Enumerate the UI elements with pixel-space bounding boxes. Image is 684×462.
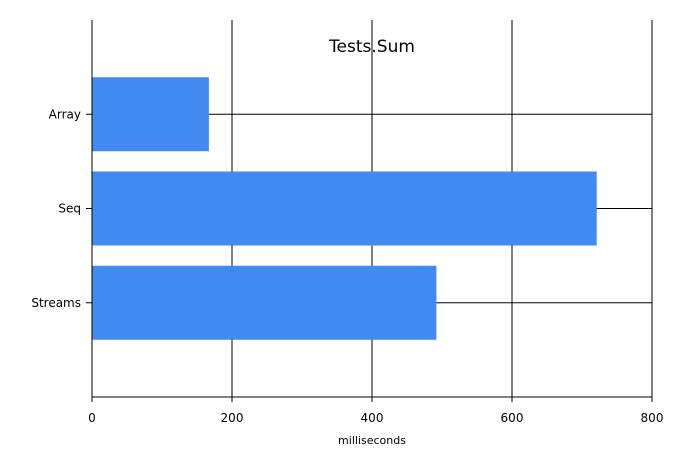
bar-streams [92, 265, 437, 340]
x-tick-label: 200 [221, 411, 244, 425]
category-labels: Array Seq Streams [31, 107, 81, 310]
x-tick-label: 800 [641, 411, 664, 425]
category-label-streams: Streams [31, 296, 81, 310]
bar-seq [92, 171, 597, 246]
bars [92, 77, 597, 340]
chart-title: Tests.Sum [328, 37, 415, 57]
x-tick-labels: 0 200 400 600 800 [88, 411, 663, 425]
x-tick-label: 600 [501, 411, 524, 425]
x-tick-label: 0 [88, 411, 96, 425]
axes [91, 20, 653, 402]
x-axis-label: milliseconds [338, 434, 406, 447]
x-tick-label: 400 [361, 411, 384, 425]
category-label-array: Array [49, 107, 81, 121]
bar-array [92, 77, 209, 152]
category-label-seq: Seq [58, 202, 81, 216]
